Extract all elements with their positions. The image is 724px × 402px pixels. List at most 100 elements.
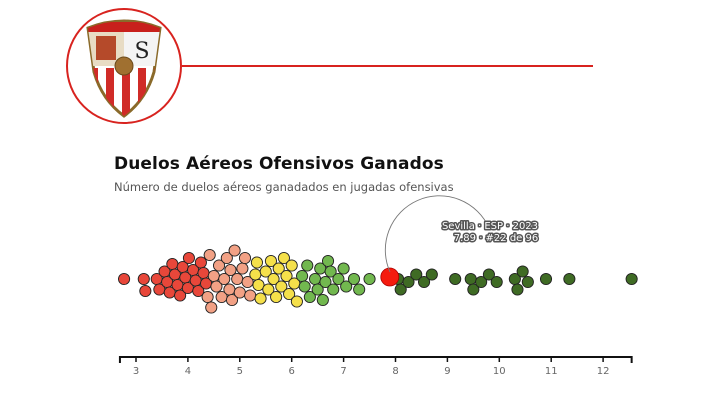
data-point[interactable] bbox=[363, 272, 376, 286]
data-point[interactable] bbox=[482, 268, 495, 281]
data-point[interactable] bbox=[254, 292, 267, 305]
data-point[interactable] bbox=[511, 283, 524, 296]
data-point[interactable] bbox=[301, 259, 314, 272]
tick-label: 9 bbox=[444, 366, 450, 377]
tick-label: 3 bbox=[133, 366, 139, 377]
data-point[interactable] bbox=[207, 269, 220, 283]
data-point[interactable] bbox=[223, 283, 236, 296]
data-point[interactable] bbox=[192, 284, 205, 298]
data-point[interactable] bbox=[311, 283, 324, 296]
data-point[interactable] bbox=[139, 284, 152, 298]
data-point[interactable] bbox=[231, 272, 244, 286]
data-point[interactable] bbox=[267, 272, 280, 286]
data-point[interactable] bbox=[250, 256, 263, 269]
chart-subtitle: Número de duelos aéreos ganadados en jug… bbox=[114, 180, 454, 194]
data-point[interactable] bbox=[264, 254, 277, 268]
data-point[interactable] bbox=[347, 272, 361, 286]
shield-icon: S bbox=[86, 19, 162, 118]
data-point[interactable] bbox=[277, 251, 290, 265]
data-point[interactable] bbox=[410, 268, 423, 281]
data-point[interactable] bbox=[203, 248, 216, 262]
crest-monogram: S bbox=[134, 39, 149, 64]
data-point[interactable] bbox=[563, 272, 576, 286]
data-point[interactable] bbox=[272, 262, 285, 275]
tick-label: 6 bbox=[289, 366, 295, 377]
data-point[interactable] bbox=[340, 280, 353, 293]
data-point[interactable] bbox=[228, 244, 241, 257]
data-point[interactable] bbox=[197, 266, 210, 280]
data-point[interactable] bbox=[166, 257, 179, 271]
data-point[interactable] bbox=[259, 265, 272, 278]
data-point[interactable] bbox=[290, 295, 303, 308]
data-point[interactable] bbox=[319, 275, 332, 289]
data-point[interactable] bbox=[205, 301, 218, 314]
tick-label: 4 bbox=[185, 366, 191, 377]
data-point[interactable] bbox=[270, 290, 283, 304]
data-point[interactable] bbox=[212, 259, 226, 272]
data-point[interactable] bbox=[194, 256, 207, 269]
team-crest-logo: S bbox=[66, 8, 182, 124]
data-point[interactable] bbox=[244, 289, 257, 302]
data-point[interactable] bbox=[210, 280, 223, 293]
data-point[interactable] bbox=[298, 280, 311, 293]
data-point[interactable] bbox=[303, 290, 316, 304]
highlight-callout-arc bbox=[384, 195, 490, 273]
data-point[interactable] bbox=[285, 259, 298, 272]
data-point[interactable] bbox=[321, 254, 335, 268]
data-point[interactable] bbox=[394, 283, 407, 296]
data-point[interactable] bbox=[625, 272, 638, 286]
data-point[interactable] bbox=[275, 280, 288, 293]
data-point[interactable] bbox=[449, 272, 462, 286]
highlight-point[interactable] bbox=[380, 267, 400, 287]
data-point[interactable] bbox=[201, 290, 214, 304]
data-point[interactable] bbox=[417, 275, 431, 289]
data-point[interactable] bbox=[280, 269, 293, 283]
data-point[interactable] bbox=[521, 275, 534, 289]
data-point[interactable] bbox=[174, 289, 187, 302]
data-point[interactable] bbox=[218, 272, 231, 286]
data-point[interactable] bbox=[337, 262, 350, 275]
data-point[interactable] bbox=[241, 275, 254, 289]
data-point[interactable] bbox=[137, 272, 150, 286]
data-point[interactable] bbox=[309, 272, 322, 286]
header-rule bbox=[182, 65, 593, 67]
data-point[interactable] bbox=[283, 287, 296, 301]
data-point[interactable] bbox=[220, 251, 233, 265]
data-point[interactable] bbox=[118, 272, 131, 286]
data-point[interactable] bbox=[402, 275, 415, 289]
data-point[interactable] bbox=[224, 263, 237, 277]
highlight-label-line1: Sevilla · ESP · 2023 bbox=[442, 221, 538, 232]
data-point[interactable] bbox=[425, 268, 438, 281]
data-point[interactable] bbox=[327, 283, 340, 296]
highlight-label-line2: 7.89 · #22 de 96 bbox=[454, 233, 539, 244]
data-point[interactable] bbox=[324, 265, 337, 278]
tick-label: 7 bbox=[340, 366, 346, 377]
data-point[interactable] bbox=[262, 283, 275, 296]
data-point[interactable] bbox=[332, 272, 345, 286]
x-axis: 3 4 5 6 7 8 9 10 11 12 bbox=[118, 356, 633, 377]
dots-layer bbox=[118, 244, 638, 314]
chart-title: Duelos Aéreos Ofensivos Ganados bbox=[114, 154, 444, 174]
tick-label: 12 bbox=[597, 366, 610, 377]
data-point[interactable] bbox=[236, 262, 249, 275]
data-point[interactable] bbox=[252, 278, 265, 292]
data-point[interactable] bbox=[316, 293, 329, 307]
data-point[interactable] bbox=[296, 269, 309, 283]
data-point[interactable] bbox=[225, 293, 239, 307]
data-point[interactable] bbox=[516, 265, 529, 278]
data-point[interactable] bbox=[467, 283, 480, 296]
data-point[interactable] bbox=[233, 286, 246, 299]
tick-label: 5 bbox=[237, 366, 243, 377]
tick-label: 8 bbox=[392, 366, 398, 377]
data-point[interactable] bbox=[464, 272, 477, 286]
data-point[interactable] bbox=[539, 272, 553, 286]
data-point[interactable] bbox=[353, 283, 366, 296]
data-point[interactable] bbox=[490, 275, 503, 289]
data-point[interactable] bbox=[238, 251, 252, 265]
tick-label: 11 bbox=[545, 366, 558, 377]
data-point[interactable] bbox=[182, 251, 195, 265]
tick-label: 10 bbox=[493, 366, 506, 377]
data-point[interactable] bbox=[475, 275, 488, 289]
data-point[interactable] bbox=[249, 268, 262, 281]
